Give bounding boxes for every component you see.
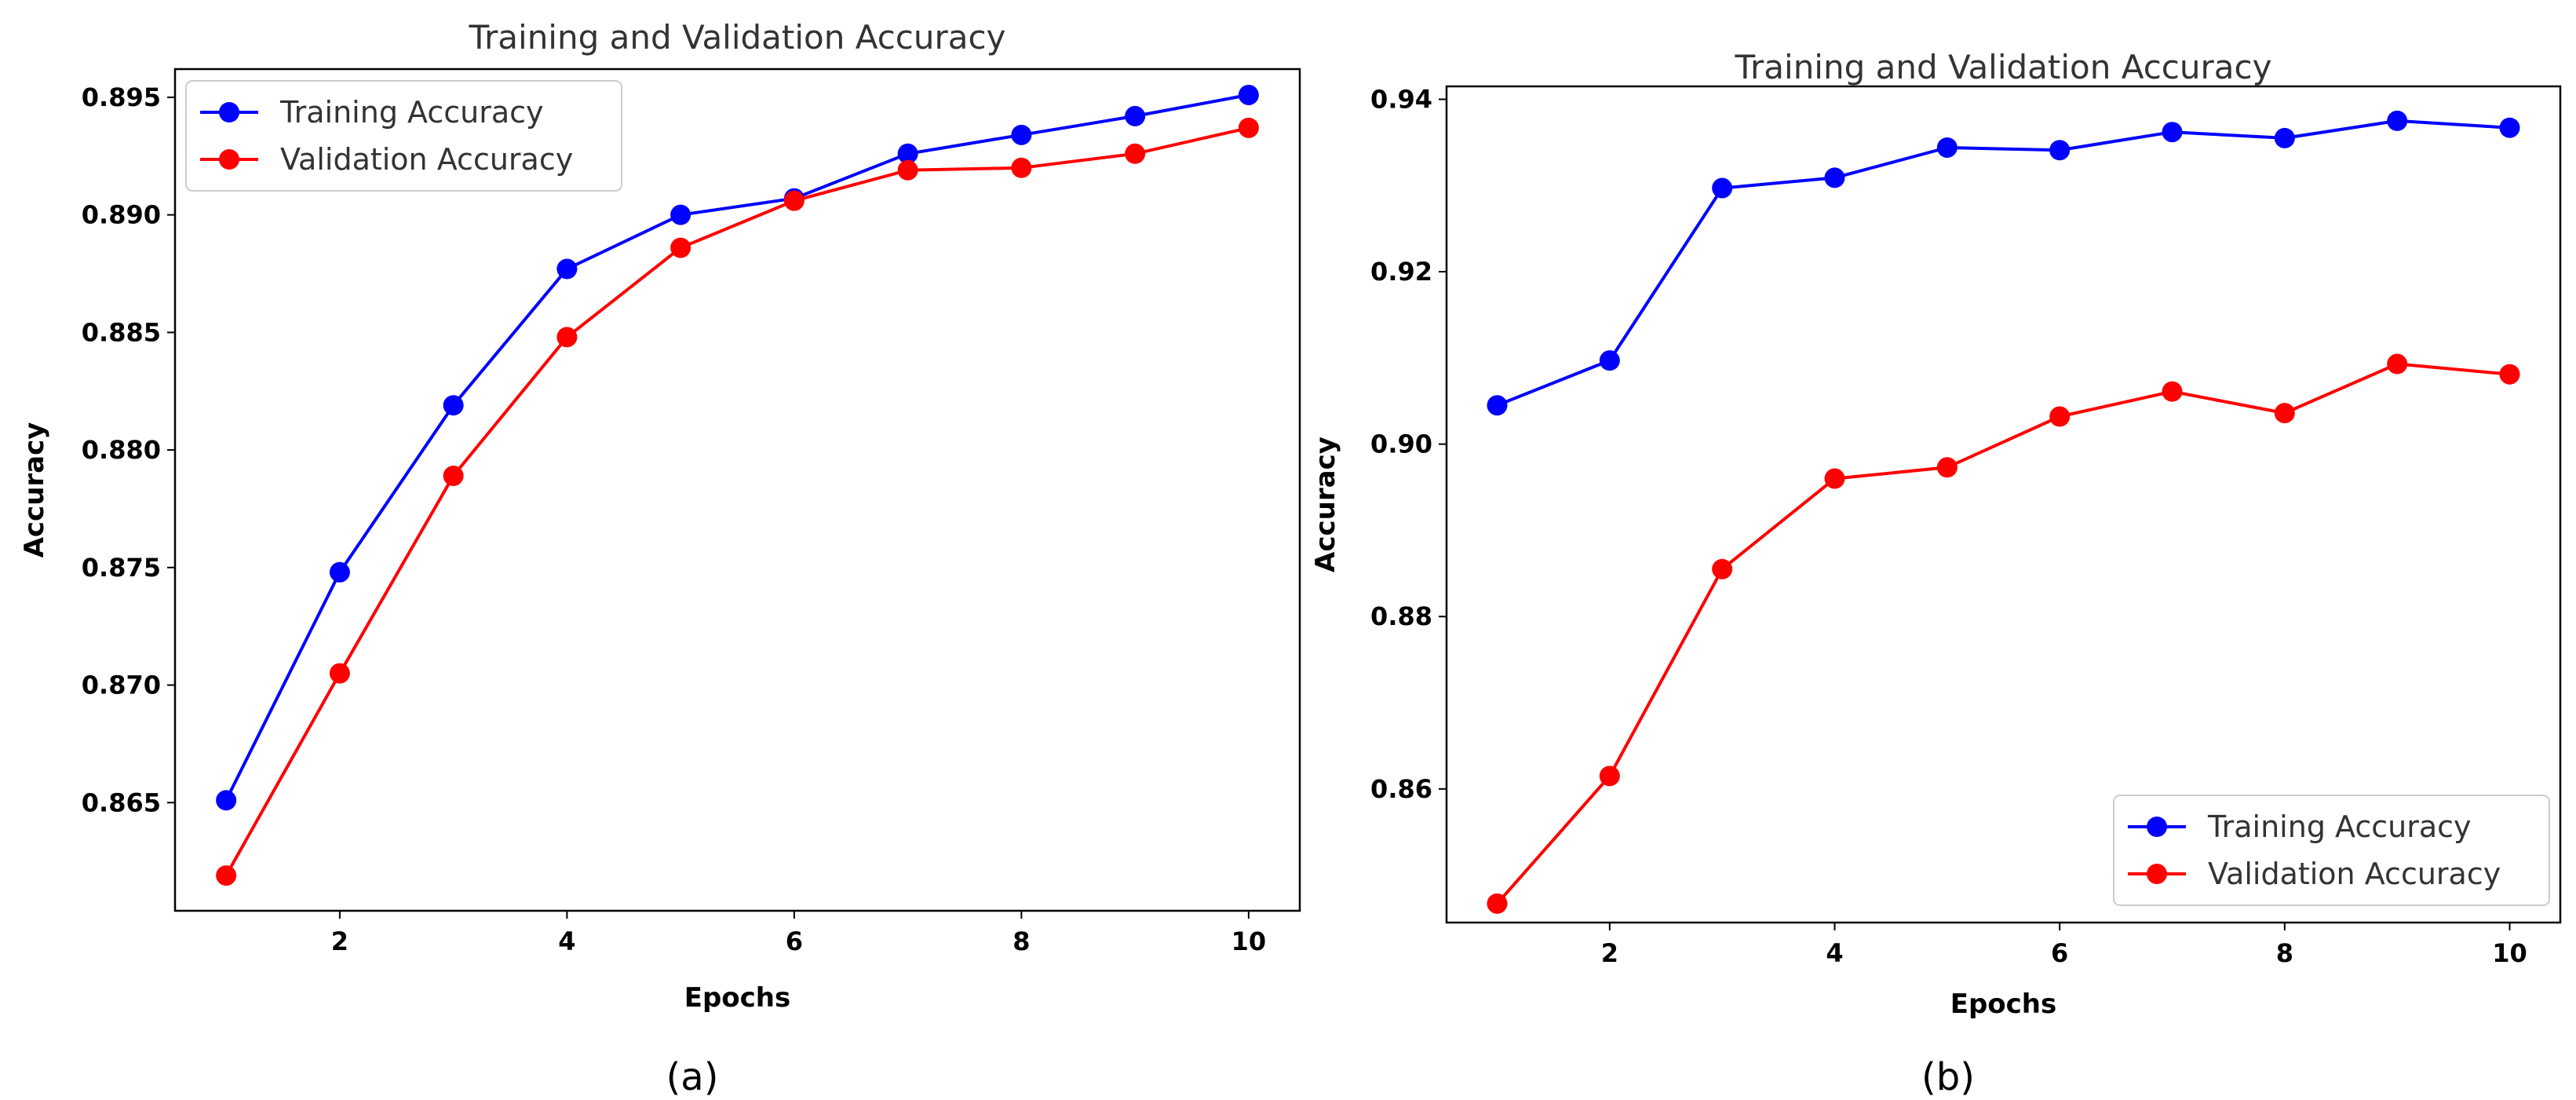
x-tick-label: 8: [1013, 926, 1030, 956]
legend-entry: Validation Accuracy: [2208, 857, 2501, 891]
y-tick-label: 0.92: [1370, 257, 1432, 287]
chart-title: Training and Validation Accuracy: [1735, 48, 2272, 86]
data-point: [2162, 381, 2183, 402]
data-point: [1125, 143, 1146, 164]
data-point: [1824, 167, 1845, 188]
x-tick-label: 8: [2276, 938, 2293, 968]
x-tick-label: 2: [1601, 938, 1618, 968]
legend-box: [2113, 795, 2550, 906]
data-point: [1936, 457, 1958, 478]
data-point: [670, 204, 691, 225]
data-point: [2499, 117, 2520, 138]
data-point: [1238, 117, 1259, 138]
data-point: [329, 561, 350, 583]
data-point: [2049, 406, 2071, 427]
legend-box: [185, 80, 622, 192]
data-point: [2387, 110, 2408, 131]
y-axis-label: Accuracy: [1310, 437, 1341, 572]
data-point: [2162, 122, 2183, 143]
data-point: [1599, 766, 1620, 787]
data-point: [2274, 127, 2295, 148]
data-point: [897, 143, 918, 164]
panel-caption: (b): [1921, 1055, 1975, 1099]
y-tick-label: 0.94: [1370, 84, 1432, 114]
panel-caption: (a): [666, 1055, 719, 1099]
y-tick-label: 0.870: [82, 671, 161, 700]
y-tick-label: 0.885: [82, 317, 161, 347]
legend-marker: [2147, 817, 2167, 837]
series-line-validation: [1496, 362, 2510, 905]
plot-frame: [173, 68, 1301, 912]
y-tick-label: 0.865: [82, 788, 161, 817]
x-tick-label: 10: [2492, 938, 2527, 968]
y-tick-label: 0.86: [1370, 774, 1432, 804]
y-tick-label: 0.895: [82, 82, 161, 112]
data-point: [556, 327, 578, 348]
data-point: [443, 395, 464, 416]
y-axis-label: Accuracy: [19, 422, 50, 558]
data-point: [329, 663, 350, 684]
y-tick-label: 0.90: [1370, 429, 1432, 459]
x-tick-label: 10: [1231, 926, 1267, 956]
plot-frame: [1445, 85, 2562, 924]
series-line-training: [1496, 119, 2510, 407]
chart-panel-a: Training and Validation Accuracy 0.865 0.8…: [19, 18, 1301, 1099]
x-tick-label: 2: [331, 926, 348, 956]
legend-marker: [219, 149, 239, 170]
data-point: [556, 258, 578, 280]
x-tick-label: 4: [1826, 938, 1843, 968]
y-tick-label: 0.890: [82, 200, 161, 230]
data-point: [1487, 395, 1508, 416]
legend-entry: Training Accuracy: [279, 95, 544, 130]
chart-title: Training and Validation Accuracy: [469, 18, 1006, 57]
x-tick-label: 4: [558, 926, 575, 956]
data-point: [670, 237, 691, 258]
series-line-training: [224, 93, 1250, 802]
data-point: [1487, 893, 1508, 914]
data-point: [216, 865, 237, 886]
data-point: [1712, 177, 1733, 199]
data-point: [1936, 137, 1958, 158]
data-point: [2387, 353, 2408, 375]
data-point: [2499, 364, 2520, 385]
x-axis-label: Epochs: [684, 982, 791, 1014]
x-tick-label: 6: [786, 926, 803, 956]
legend-entry: Training Accuracy: [2207, 809, 2472, 844]
y-tick-label: 0.880: [82, 435, 161, 465]
data-point: [1011, 124, 1032, 145]
data-point: [2049, 140, 2071, 161]
y-tick-label: 0.875: [82, 553, 161, 583]
data-point: [897, 159, 918, 181]
data-point: [2274, 403, 2295, 424]
data-point: [216, 790, 237, 811]
series-line-validation: [224, 126, 1250, 877]
y-tick-label: 0.88: [1370, 601, 1432, 631]
data-point: [783, 190, 805, 211]
chart-panel-b: Training and Validation Accuracy 0.86 0.88…: [1310, 48, 2562, 1099]
data-point: [1011, 157, 1032, 178]
data-point: [443, 466, 464, 487]
data-point: [1712, 558, 1733, 579]
x-tick-label: 6: [2051, 938, 2068, 968]
x-axis-label: Epochs: [1950, 989, 2057, 1020]
data-point: [1599, 350, 1620, 371]
data-point: [1824, 468, 1845, 489]
legend-entry: Validation Accuracy: [280, 142, 573, 177]
data-point: [1125, 105, 1146, 126]
legend-marker: [2147, 864, 2167, 884]
legend-marker: [219, 102, 239, 122]
data-point: [1238, 84, 1259, 105]
